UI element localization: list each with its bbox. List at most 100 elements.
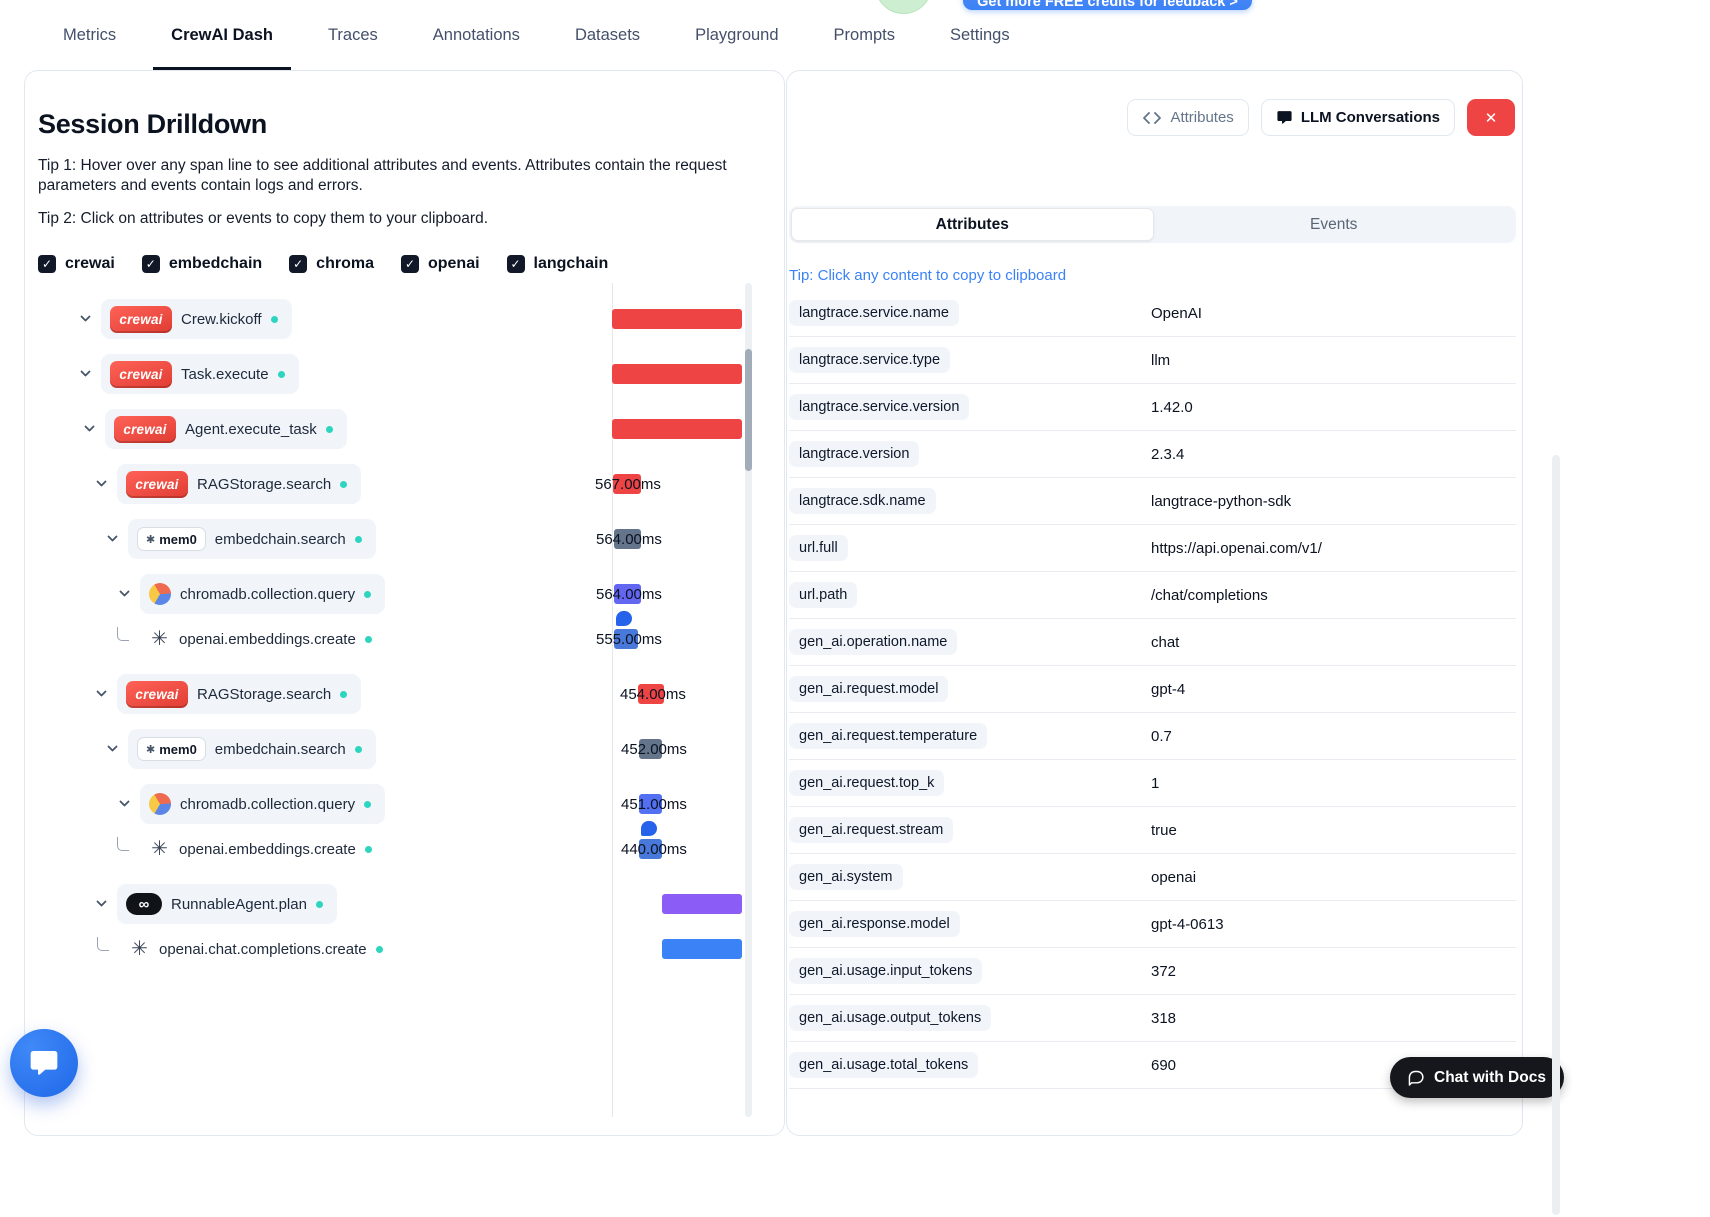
checkbox-langchain[interactable]: ✓ bbox=[506, 255, 525, 274]
attribute-row[interactable]: gen_ai.request.stream true bbox=[789, 807, 1516, 854]
span-row[interactable]: chromadb.collection.query 451.00ms bbox=[38, 784, 760, 825]
attribute-value[interactable]: gpt-4-0613 bbox=[1151, 915, 1224, 933]
attribute-key[interactable]: langtrace.sdk.name bbox=[789, 488, 936, 514]
span-row[interactable]: crewai RAGStorage.search 454.00ms bbox=[38, 674, 760, 715]
attribute-key[interactable]: gen_ai.operation.name bbox=[789, 629, 958, 655]
nav-tab-crewai-dash[interactable]: CrewAI Dash bbox=[153, 0, 291, 70]
span-row[interactable]: crewai Crew.kickoff bbox=[38, 299, 760, 340]
attribute-value[interactable]: 372 bbox=[1151, 962, 1177, 980]
span-row[interactable]: chromadb.collection.query 564.00ms bbox=[38, 574, 760, 615]
filter-embedchain[interactable]: ✓ embedchain bbox=[141, 255, 262, 274]
attribute-value[interactable]: /chat/completions bbox=[1151, 586, 1268, 604]
tab-events[interactable]: Events bbox=[1154, 208, 1515, 241]
span-row[interactable]: ✳ openai.embeddings.create 440.00ms bbox=[38, 821, 760, 869]
attribute-key[interactable]: langtrace.service.version bbox=[789, 394, 970, 420]
attribute-row[interactable]: url.full https://api.openai.com/v1/ bbox=[789, 525, 1516, 572]
chevron-down-icon[interactable] bbox=[78, 311, 93, 326]
nav-tab-metrics[interactable]: Metrics bbox=[63, 0, 116, 70]
span-duration-bar[interactable] bbox=[638, 684, 664, 705]
attribute-key[interactable]: langtrace.version bbox=[789, 441, 920, 467]
attribute-key[interactable]: gen_ai.request.top_k bbox=[789, 770, 945, 796]
span-row[interactable]: crewai Agent.execute_task bbox=[38, 409, 760, 450]
span-row[interactable]: crewai Task.execute bbox=[38, 354, 760, 395]
chevron-down-icon[interactable] bbox=[82, 421, 97, 436]
attribute-key[interactable]: gen_ai.usage.output_tokens bbox=[789, 1005, 992, 1031]
attribute-value[interactable]: 0.7 bbox=[1151, 727, 1172, 745]
attribute-key[interactable]: langtrace.service.type bbox=[789, 347, 951, 373]
attribute-row[interactable]: langtrace.service.version 1.42.0 bbox=[789, 384, 1516, 431]
span-duration-bar[interactable] bbox=[612, 364, 742, 385]
nav-tab-settings[interactable]: Settings bbox=[950, 0, 1010, 70]
nav-tab-playground[interactable]: Playground bbox=[695, 0, 778, 70]
chevron-down-icon[interactable] bbox=[105, 531, 120, 546]
span-label-pill[interactable]: crewai Agent.execute_task bbox=[105, 409, 347, 450]
span-row[interactable]: ∞ RunnableAgent.plan bbox=[38, 884, 760, 925]
span-label-pill[interactable]: ✱ mem0 embedchain.search bbox=[128, 729, 376, 770]
attribute-row[interactable]: gen_ai.operation.name chat bbox=[789, 619, 1516, 666]
span-label-pill[interactable]: crewai Crew.kickoff bbox=[101, 299, 292, 340]
attribute-value[interactable]: 2.3.4 bbox=[1151, 445, 1185, 463]
attribute-key[interactable]: gen_ai.response.model bbox=[789, 911, 960, 937]
span-label-pill[interactable]: ∞ RunnableAgent.plan bbox=[117, 884, 337, 925]
attribute-row[interactable]: url.path/chat/completions bbox=[789, 572, 1516, 619]
attribute-key[interactable]: gen_ai.request.stream bbox=[789, 817, 954, 843]
chevron-down-icon[interactable] bbox=[105, 741, 120, 756]
attribute-row[interactable]: gen_ai.request.top_k 1 bbox=[789, 760, 1516, 807]
filter-openai[interactable]: ✓ openai bbox=[400, 255, 480, 274]
span-row[interactable]: ✳ openai.embeddings.create 555.00ms bbox=[38, 611, 760, 659]
span-duration-bar[interactable] bbox=[612, 309, 742, 330]
filter-crewai[interactable]: ✓ crewai bbox=[38, 255, 115, 274]
page-scrollbar[interactable] bbox=[1552, 455, 1560, 1215]
attribute-value[interactable]: 1 bbox=[1151, 774, 1160, 792]
attribute-value[interactable]: openai bbox=[1151, 868, 1197, 886]
filter-chroma[interactable]: ✓ chroma bbox=[289, 255, 374, 274]
span-duration-bar[interactable] bbox=[662, 894, 742, 915]
span-label-pill[interactable]: ✱ mem0 embedchain.search bbox=[128, 519, 376, 560]
attribute-key[interactable]: gen_ai.usage.input_tokens bbox=[789, 958, 983, 984]
span-row[interactable]: ✳ openai.chat.completions.create bbox=[38, 929, 760, 969]
chat-with-docs-button[interactable]: Chat with Docs bbox=[1390, 1057, 1564, 1098]
chevron-down-icon[interactable] bbox=[94, 476, 109, 491]
nav-tab-annotations[interactable]: Annotations bbox=[433, 0, 520, 70]
chevron-down-icon[interactable] bbox=[117, 796, 132, 811]
attribute-key[interactable]: gen_ai.request.temperature bbox=[789, 723, 988, 749]
checkbox-embedchain[interactable]: ✓ bbox=[141, 255, 160, 274]
tree-scrollbar-track[interactable] bbox=[745, 283, 752, 1118]
span-label-pill[interactable]: ✳ openai.embeddings.create bbox=[140, 619, 386, 659]
nav-tab-traces[interactable]: Traces bbox=[328, 0, 378, 70]
attributes-code-button[interactable]: Attributes bbox=[1127, 99, 1249, 136]
attribute-key[interactable]: langtrace.service.name bbox=[789, 300, 959, 326]
chevron-down-icon[interactable] bbox=[78, 366, 93, 381]
span-label-pill[interactable]: chromadb.collection.query bbox=[140, 574, 386, 615]
attribute-value[interactable]: langtrace-python-sdk bbox=[1151, 492, 1292, 510]
span-row[interactable]: crewai RAGStorage.search 567.00ms bbox=[38, 464, 760, 505]
close-button[interactable]: ✕ bbox=[1467, 99, 1515, 136]
credits-button[interactable]: Get more FREE credits for feedback > bbox=[963, 0, 1252, 10]
span-label-pill[interactable]: ✳ openai.embeddings.create bbox=[140, 829, 386, 869]
attribute-value[interactable]: llm bbox=[1151, 351, 1171, 369]
span-label-pill[interactable]: crewai RAGStorage.search bbox=[117, 674, 362, 715]
attribute-value[interactable]: 690 bbox=[1151, 1056, 1177, 1074]
span-duration-bar[interactable] bbox=[639, 794, 662, 815]
span-label-pill[interactable]: crewai Task.execute bbox=[101, 354, 299, 395]
attribute-row[interactable]: langtrace.sdk.name langtrace-python-sdk bbox=[789, 478, 1516, 525]
attribute-key[interactable]: gen_ai.usage.total_tokens bbox=[789, 1052, 979, 1078]
span-row[interactable]: ✱ mem0 embedchain.search 564.00ms bbox=[38, 519, 760, 560]
attribute-row[interactable]: gen_ai.usage.input_tokens 372 bbox=[789, 948, 1516, 995]
chevron-down-icon[interactable] bbox=[94, 896, 109, 911]
span-duration-bar[interactable] bbox=[614, 584, 641, 605]
checkbox-openai[interactable]: ✓ bbox=[400, 255, 419, 274]
chat-widget-launcher[interactable] bbox=[10, 1029, 78, 1097]
span-duration-bar[interactable] bbox=[639, 739, 662, 760]
attribute-row[interactable]: gen_ai.usage.total_tokens 690 bbox=[789, 1042, 1516, 1089]
span-label-pill[interactable]: crewai RAGStorage.search bbox=[117, 464, 362, 505]
span-row[interactable]: ✱ mem0 embedchain.search 452.00ms bbox=[38, 729, 760, 770]
span-duration-bar[interactable] bbox=[612, 419, 742, 440]
llm-conversations-button[interactable]: LLM Conversations bbox=[1260, 99, 1455, 136]
span-label-pill[interactable]: ✳ openai.chat.completions.create bbox=[120, 929, 397, 969]
copy-tip-link[interactable]: Tip: Click any content to copy to clipbo… bbox=[789, 267, 1067, 284]
attribute-value[interactable]: OpenAI bbox=[1151, 304, 1202, 322]
span-label-pill[interactable]: chromadb.collection.query bbox=[140, 784, 386, 825]
attribute-value[interactable]: chat bbox=[1151, 633, 1180, 651]
span-duration-bar[interactable] bbox=[614, 629, 638, 650]
